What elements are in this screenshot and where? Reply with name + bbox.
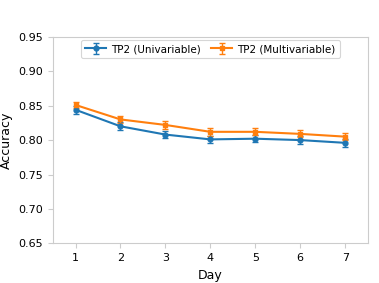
Y-axis label: Accuracy: Accuracy [0,112,13,169]
X-axis label: Day: Day [198,269,223,282]
Legend: TP2 (Univariable), TP2 (Multivariable): TP2 (Univariable), TP2 (Multivariable) [81,40,340,58]
